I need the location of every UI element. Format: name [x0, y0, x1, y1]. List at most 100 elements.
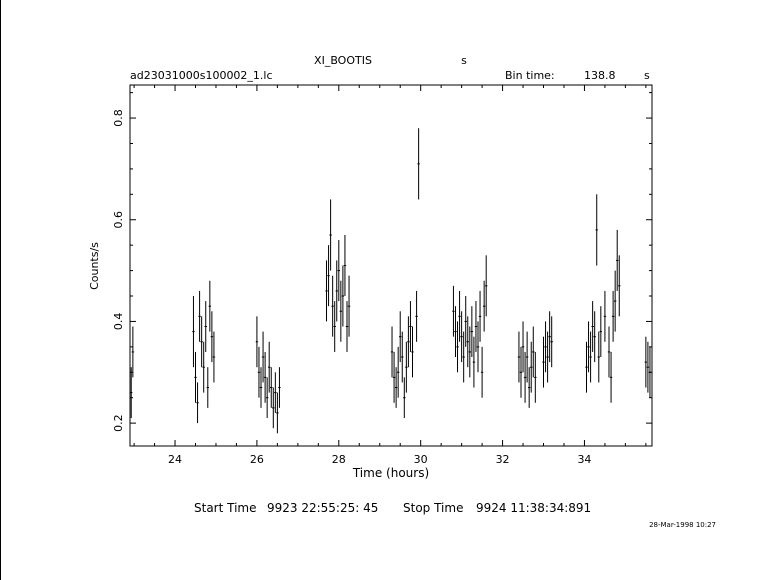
- data-point: [403, 377, 406, 419]
- data-point: [597, 331, 600, 383]
- data-point: [456, 321, 459, 373]
- data-point: [474, 301, 478, 352]
- data-point: [265, 377, 269, 419]
- unit-flag: s: [461, 54, 467, 67]
- data-point: [482, 280, 486, 332]
- data-point: [257, 346, 261, 398]
- data-point: [527, 367, 531, 408]
- data-point: [587, 321, 590, 373]
- data-point: [607, 326, 611, 378]
- data-point: [530, 341, 533, 393]
- data-point: [208, 280, 212, 332]
- data-point: [130, 367, 133, 419]
- data-point: [259, 367, 263, 408]
- data-point: [392, 351, 396, 403]
- data-point: [343, 234, 347, 297]
- data-point: [616, 229, 619, 291]
- data-point: [198, 290, 201, 342]
- data-point: [274, 372, 277, 413]
- data-point: [464, 296, 467, 347]
- data-point: [131, 326, 135, 378]
- data-point: [646, 341, 650, 393]
- data-point: [548, 311, 551, 363]
- data-point: [484, 255, 488, 317]
- data-point: [345, 301, 349, 352]
- data-point: [339, 280, 343, 342]
- data-point: [466, 316, 469, 368]
- data-point: [329, 199, 332, 271]
- data-point: [462, 331, 465, 383]
- data-point: [409, 301, 412, 352]
- y-tick-label: 0.8: [112, 109, 125, 127]
- data-point: [454, 306, 457, 358]
- data-point: [200, 316, 203, 368]
- data-point: [521, 321, 525, 373]
- data-point: [325, 260, 328, 322]
- data-point: [347, 275, 351, 337]
- bin-time-label: Bin time:: [505, 69, 555, 82]
- data-point: [519, 346, 523, 398]
- data-point: [544, 321, 547, 373]
- data-point: [478, 290, 482, 342]
- start-time-value: 9923 22:55:25: 45: [267, 501, 378, 515]
- stop-time-value: 9924 11:38:34:891: [476, 501, 591, 515]
- object-name: XI_BOOTIS: [314, 54, 372, 67]
- data-point: [331, 275, 334, 337]
- y-tick-label: 0.2: [112, 414, 125, 432]
- data-point: [194, 351, 197, 403]
- bin-time-unit: s: [644, 69, 650, 82]
- x-tick-label: 30: [414, 453, 428, 466]
- x-tick-label: 32: [496, 453, 510, 466]
- axes: 24 26 28 30 32 34 0.2 0.4 0.6 0.8: [112, 85, 652, 466]
- data-point: [206, 367, 209, 408]
- data-point: [595, 194, 598, 266]
- data-point: [517, 331, 521, 383]
- data-point: [648, 346, 652, 398]
- data-point: [618, 255, 621, 317]
- data-point: [396, 346, 400, 398]
- data-point: [327, 245, 330, 307]
- data-point: [532, 326, 535, 378]
- data-point: [210, 311, 214, 363]
- data-point: [644, 336, 648, 388]
- data-point: [263, 351, 267, 403]
- x-tick-label: 34: [577, 453, 591, 466]
- data-point: [470, 306, 474, 358]
- data-point: [272, 387, 275, 429]
- data-point: [196, 382, 199, 424]
- bin-time-value: 138.8: [584, 69, 616, 82]
- data-point: [276, 392, 279, 434]
- data-point: [212, 331, 216, 383]
- data-point: [417, 128, 420, 200]
- data-point: [593, 311, 596, 363]
- data-point: [525, 331, 529, 383]
- y-tick-label: 0.6: [112, 211, 125, 229]
- data-point: [603, 290, 607, 342]
- file-name: ad23031000s100002_1.lc: [130, 69, 273, 82]
- data-point: [270, 367, 273, 408]
- data-point: [458, 290, 461, 342]
- data-point: [589, 331, 592, 383]
- data-point: [585, 341, 588, 393]
- data-point: [202, 341, 205, 393]
- data-point: [401, 331, 404, 383]
- data-point: [472, 336, 476, 388]
- data-point: [534, 351, 537, 403]
- data-point: [611, 290, 615, 342]
- data-point: [523, 351, 527, 403]
- data-point: [405, 341, 408, 393]
- data-point: [337, 240, 340, 302]
- data-point: [261, 331, 265, 383]
- data-point: [335, 260, 338, 322]
- data-point: [468, 326, 472, 378]
- data-point: [341, 265, 345, 327]
- data-point: [192, 296, 195, 368]
- data-point: [278, 367, 281, 408]
- x-tick-label: 24: [168, 453, 182, 466]
- data-point: [546, 331, 549, 383]
- data-point: [411, 326, 414, 378]
- plot-timestamp: 28-Mar-1998 10:27: [649, 521, 716, 529]
- x-tick-label: 28: [332, 453, 346, 466]
- data-point: [255, 316, 259, 368]
